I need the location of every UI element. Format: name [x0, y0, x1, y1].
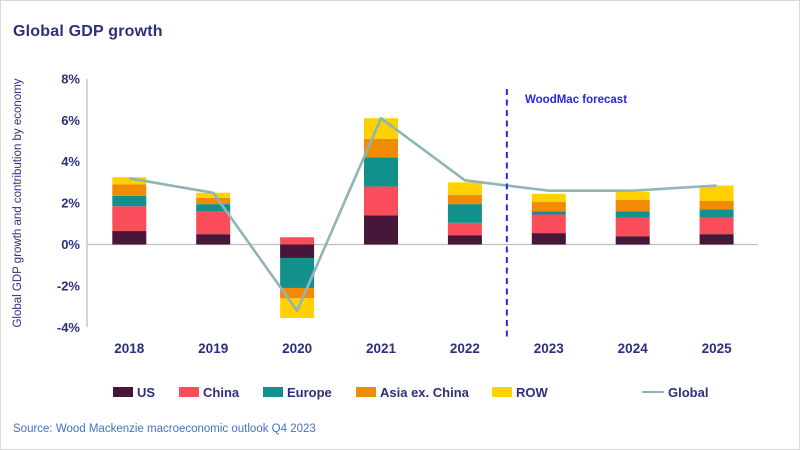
bar-segment-europe-2021 [364, 157, 398, 187]
bar-segment-europe-2023 [531, 211, 566, 215]
bar-segment-row-2025 [699, 185, 734, 202]
bar-segment-us-2018 [112, 231, 147, 245]
x-axis-year-label: 2023 [534, 341, 565, 356]
bar-segment-us-2019 [196, 234, 231, 245]
legend-color-swatch [263, 387, 283, 397]
bar-segment-europe-2024 [615, 211, 650, 218]
chart-legend: US China Europe Asia ex. China ROW Global [1, 383, 799, 403]
bar-segment-asia_ex_china-2022 [447, 194, 482, 205]
x-axis-year-label: 2020 [282, 341, 312, 356]
y-tick-label: 2% [61, 196, 80, 211]
y-tick-label: 0% [61, 237, 80, 252]
bar-segment-china-2023 [531, 214, 566, 234]
y-tick-label: 4% [61, 154, 80, 169]
bar-segment-china-2019 [196, 211, 231, 235]
bar-segment-asia_ex_china-2020 [280, 287, 315, 299]
bar-segment-europe-2022 [447, 204, 482, 223]
bar-segment-china-2025 [699, 217, 734, 235]
legend-label: Global [668, 384, 709, 400]
bar-segment-row-2019 [196, 192, 231, 198]
bar-segment-asia_ex_china-2024 [615, 199, 650, 212]
bar-segment-europe-2018 [112, 195, 147, 207]
y-tick-label: -2% [57, 278, 81, 293]
bar-segment-us-2022 [447, 235, 482, 245]
bar-segment-china-2020 [280, 237, 315, 245]
bar-segment-asia_ex_china-2021 [364, 138, 398, 158]
bar-segment-china-2022 [447, 222, 482, 236]
x-axis-year-label: 2025 [702, 341, 733, 356]
legend-label: China [203, 384, 240, 400]
legend-item-us: US [113, 383, 155, 401]
bar-segment-asia_ex_china-2023 [531, 202, 566, 212]
legend-item-europe: Europe [263, 383, 332, 401]
bar-segment-row-2022 [447, 182, 482, 195]
bar-segment-europe-2019 [196, 204, 231, 212]
y-tick-label: 8% [61, 71, 80, 86]
y-tick-label: -4% [57, 320, 81, 335]
legend-item-row: ROW [492, 383, 548, 401]
bar-segment-asia_ex_china-2025 [699, 201, 734, 210]
legend-item-global: Global [642, 383, 708, 401]
bar-segment-row-2024 [615, 191, 650, 200]
legend-item-asia-ex-china: Asia ex. China [356, 383, 469, 401]
bar-segment-us-2023 [531, 233, 566, 245]
x-axis-year-label: 2018 [114, 341, 145, 356]
bar-segment-row-2023 [531, 193, 566, 203]
legend-label: US [137, 384, 156, 400]
x-axis-year-label: 2024 [618, 341, 649, 356]
x-axis-year-label: 2022 [450, 341, 480, 356]
bar-segment-us-2021 [364, 215, 398, 245]
legend-label: ROW [516, 384, 548, 400]
bar-segment-asia_ex_china-2018 [112, 184, 147, 196]
legend-color-swatch [356, 387, 376, 397]
bar-segment-china-2018 [112, 206, 147, 232]
x-axis-year-label: 2021 [366, 341, 397, 356]
legend-label: Asia ex. China [380, 384, 469, 400]
global-growth-line [129, 116, 717, 313]
source-note: Source: Wood Mackenzie macroeconomic out… [13, 423, 316, 435]
legend-label: Europe [287, 384, 332, 400]
bar-segment-row-2018 [112, 177, 147, 185]
legend-color-swatch [492, 387, 512, 397]
bar-segment-china-2021 [364, 186, 398, 216]
chart-title: Global GDP growth [13, 23, 163, 40]
legend-color-swatch [113, 387, 133, 397]
legend-line-swatch [642, 390, 664, 394]
bar-segment-us-2020 [280, 244, 315, 258]
bar-segment-us-2025 [699, 234, 734, 245]
bar-segment-asia_ex_china-2019 [196, 197, 231, 205]
legend-item-china: China [179, 383, 239, 401]
y-tick-label: 6% [61, 113, 80, 128]
forecast-annotation: WoodMac forecast [525, 94, 628, 106]
x-axis-year-label: 2019 [198, 341, 228, 356]
legend-color-swatch [179, 387, 199, 397]
bar-segment-china-2024 [615, 217, 650, 237]
bar-segment-us-2024 [615, 236, 650, 245]
bar-segment-europe-2025 [699, 209, 734, 218]
